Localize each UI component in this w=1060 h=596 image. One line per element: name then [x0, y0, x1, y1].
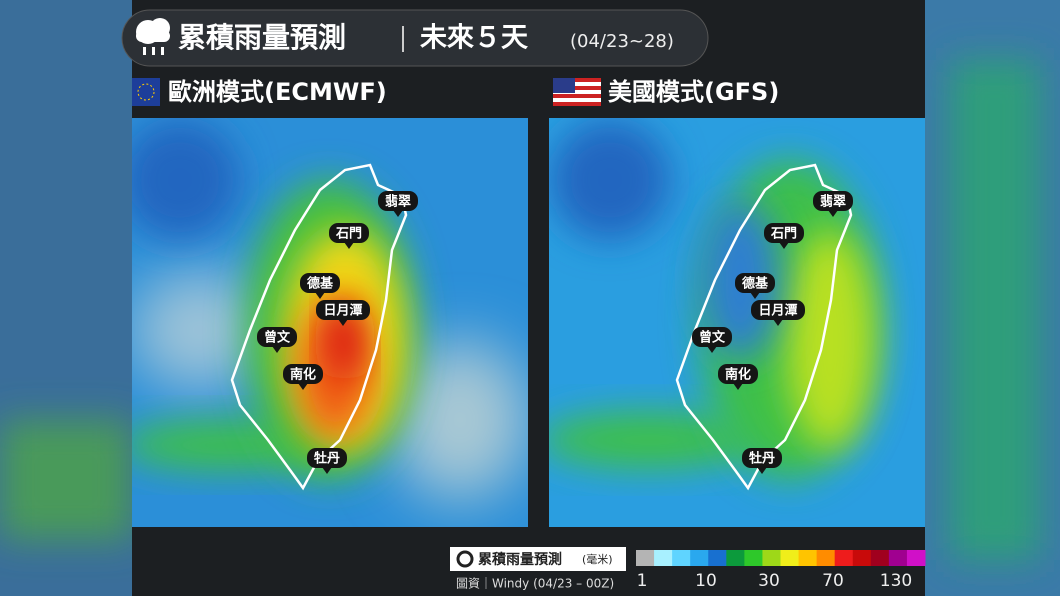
site-pin	[718, 364, 758, 384]
site-label: 牡丹	[314, 451, 340, 467]
site-pin	[813, 191, 853, 211]
map-ecmwf	[132, 118, 528, 527]
legend-title: 累積雨量預測	[478, 551, 562, 568]
site-pointer	[779, 242, 789, 249]
site-pointer	[344, 242, 354, 249]
site-label: 曾文	[264, 330, 291, 346]
legend-swatch	[726, 550, 745, 566]
eu-flag	[132, 78, 160, 106]
site-pin	[751, 300, 805, 320]
source: 圖資｜Windy (04/23 – 00Z)	[456, 577, 614, 591]
legend-tick: 10	[695, 571, 717, 591]
site-label: 石門	[335, 227, 362, 242]
legend-swatch	[834, 550, 854, 566]
site-label: 翡翠	[385, 194, 411, 210]
legend-unit: (毫米)	[582, 552, 613, 566]
legend-swatch	[870, 550, 890, 566]
legend-swatch	[672, 550, 691, 566]
site-pin	[735, 273, 775, 293]
legend-swatch	[852, 550, 872, 566]
site-pin	[764, 223, 804, 243]
site-pin	[316, 300, 370, 320]
legend-tick: 70	[822, 571, 844, 591]
site-pointer	[315, 292, 325, 299]
map-gfs	[549, 118, 925, 527]
legend-swatch	[636, 550, 655, 566]
site-pin	[257, 327, 297, 347]
site-label: 石門	[770, 227, 797, 242]
title: 累積雨量預測	[178, 21, 346, 54]
legend-tick: 30	[758, 571, 780, 591]
site-label: 翡翠	[820, 194, 846, 210]
legend-tick: 130	[880, 571, 912, 591]
legend-swatch	[798, 550, 818, 566]
legend-icon	[456, 550, 474, 568]
site-pointer	[322, 467, 332, 474]
legend-swatch	[906, 550, 926, 566]
site-pointer	[828, 210, 838, 217]
legend-swatch	[762, 550, 781, 566]
dates: (04/23~28)	[570, 31, 674, 52]
legend-swatch	[654, 550, 673, 566]
panel-label: 美國模式(GFS)	[608, 78, 779, 106]
site-label: 南化	[725, 367, 751, 383]
site-label: 牡丹	[749, 451, 775, 467]
site-pin	[378, 191, 418, 211]
legend-swatch	[708, 550, 727, 566]
site-label: 曾文	[699, 330, 726, 346]
site-pointer	[298, 383, 308, 390]
site-label: 日月潭	[758, 304, 797, 319]
site-pin	[329, 223, 369, 243]
site-pin	[307, 448, 347, 468]
site-pin	[300, 273, 340, 293]
site-pointer	[757, 467, 767, 474]
site-pin	[283, 364, 323, 384]
divider	[402, 26, 404, 52]
site-pointer	[773, 319, 783, 326]
legend-box	[450, 547, 626, 571]
title-bar	[121, 9, 709, 67]
legend-swatch	[780, 550, 800, 566]
us-flag	[553, 78, 601, 106]
site-pointer	[733, 383, 743, 390]
panel-label: 歐洲模式(ECMWF)	[168, 78, 387, 106]
site-label: 德基	[307, 276, 334, 292]
site-pointer	[338, 319, 348, 326]
site-pointer	[272, 346, 282, 353]
legend-swatch	[690, 550, 709, 566]
legend-tick: 1	[637, 571, 648, 591]
site-pin	[692, 327, 732, 347]
site-label: 日月潭	[323, 304, 362, 319]
legend-swatch	[744, 550, 763, 566]
site-label: 德基	[742, 276, 769, 292]
side-bg	[950, 60, 1040, 560]
site-pin	[742, 448, 782, 468]
period: 未來５天	[420, 23, 528, 54]
eu-stars	[137, 83, 155, 101]
site-pointer	[707, 346, 717, 353]
site-pointer	[393, 210, 403, 217]
legend-swatch	[888, 550, 908, 566]
legend-swatch	[816, 550, 836, 566]
site-pointer	[750, 292, 760, 299]
side-bg	[0, 420, 132, 540]
rain-icon	[136, 18, 170, 55]
site-label: 南化	[290, 367, 316, 383]
